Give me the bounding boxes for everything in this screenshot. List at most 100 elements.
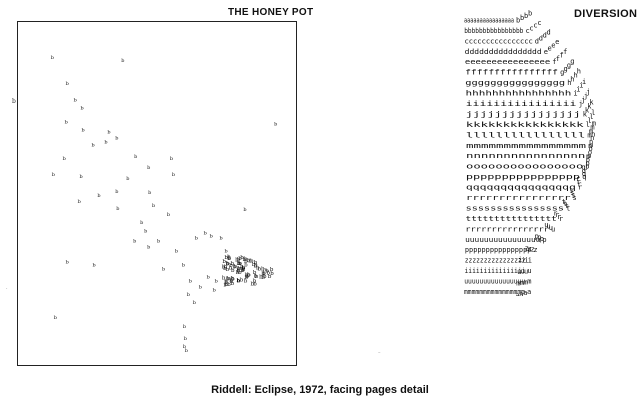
diversion-curl-letter: m xyxy=(590,124,594,132)
bee-glyph: b xyxy=(74,98,77,104)
bee-glyph: b xyxy=(170,156,173,162)
diversion-curl-letter: m xyxy=(516,280,520,288)
bee-glyph: b xyxy=(268,274,272,280)
diversion-curl-letter: r xyxy=(559,215,563,223)
diversion-curl-letter: j xyxy=(579,100,583,108)
diversion-curl-letter: p xyxy=(542,236,546,244)
bee-glyph: b xyxy=(182,262,185,268)
diversion-curl-letter: f xyxy=(552,58,556,66)
bee-glyph: b xyxy=(232,264,236,270)
diversion-curl-letter: j xyxy=(581,96,585,104)
diversion-row: qqqqqqqqqqqqqqqq xyxy=(466,184,576,192)
bee-glyph: b xyxy=(97,193,100,199)
bee-glyph: b xyxy=(240,255,244,261)
bee-glyph: b xyxy=(78,199,81,205)
bee-glyph: b xyxy=(237,261,241,267)
diversion-curl-letter: k xyxy=(583,110,588,118)
bee-glyph: b xyxy=(231,268,235,274)
bee-glyph: b xyxy=(195,236,198,242)
bee-glyph: b xyxy=(267,270,271,276)
bee-glyph: b xyxy=(80,174,83,180)
diversion-curl-letter: f xyxy=(556,55,560,63)
bee-glyph: b xyxy=(238,261,242,267)
bee-glyph: b xyxy=(252,262,256,268)
stray-mark-bottom-left: · xyxy=(6,286,8,292)
diversion-curl-letter: a xyxy=(516,291,520,296)
diversion-curl-letter: u xyxy=(521,268,525,276)
diversion-curl-letter: p xyxy=(586,159,590,167)
bee-glyph: b xyxy=(231,276,235,282)
diversion-row: aaaaaaaaaaaaaaaa xyxy=(464,16,514,24)
diversion-curl-letter: r xyxy=(577,178,581,186)
bee-glyph: b xyxy=(231,281,235,287)
bee-glyph: b xyxy=(66,259,69,265)
bee-glyph: b xyxy=(240,268,244,274)
bee-glyph: b xyxy=(261,267,265,273)
bee-glyph: b xyxy=(215,278,218,284)
diversion-curl-letter: h xyxy=(574,72,578,80)
diversion-curl-letter: t xyxy=(566,204,570,212)
diversion-curl-letter: k xyxy=(589,98,594,106)
diversion-row: rrrrrrrrrrrrrrrr xyxy=(465,225,549,233)
bee-glyph: b xyxy=(240,278,244,284)
bee-glyph: b xyxy=(226,261,230,267)
bee-glyph: b xyxy=(224,264,228,270)
bee-glyph: b xyxy=(259,274,263,280)
diversion-curl-letter: d xyxy=(547,29,551,37)
diversion-curl-letter: h xyxy=(567,79,571,87)
bee-glyph: b xyxy=(227,282,231,288)
bee-glyph: b xyxy=(210,234,213,240)
diversion-row: llllllllllllllll xyxy=(466,131,586,139)
bee-glyph: b xyxy=(233,264,237,270)
diversion-curl-letter: n xyxy=(589,138,593,146)
diversion-row: nnnnnnnnnnnnnnnn xyxy=(466,152,585,160)
diversion-curl-letter: h xyxy=(577,68,581,76)
diversion-curl-letter: h xyxy=(570,75,574,83)
bee-glyph: b xyxy=(263,267,267,273)
diversion-curl-letter: i xyxy=(576,86,580,94)
honey-pot-title: THE HONEY POT xyxy=(228,7,314,18)
diversion-curl-letter: z xyxy=(525,244,529,252)
diversion-curl-letter: r xyxy=(577,181,581,189)
bee-glyph: b xyxy=(238,256,242,262)
diversion-curl-letter: u xyxy=(544,221,548,229)
bee-glyph: b xyxy=(244,262,248,268)
diversion-curl-letter: z xyxy=(533,246,537,254)
diversion-curl-letter: o xyxy=(589,145,593,153)
diversion-curl-letter: p xyxy=(535,233,539,241)
bee-glyph: b xyxy=(263,274,267,280)
bee-glyph: b xyxy=(237,279,241,285)
bee-glyph: b xyxy=(244,279,248,285)
bee-glyph: b xyxy=(223,266,227,272)
bee-glyph: b xyxy=(175,249,178,255)
diversion-row: oooooooooooooooo xyxy=(466,163,583,171)
bee-glyph: b xyxy=(183,344,186,350)
bee-glyph: b xyxy=(237,261,241,267)
bee-glyph: b xyxy=(258,266,262,272)
bee-glyph: b xyxy=(270,271,274,277)
diversion-curl-letter: d xyxy=(539,34,543,42)
diversion-row: tttttttttttttttt xyxy=(466,215,557,223)
diversion-curl-letter: c xyxy=(537,19,541,27)
bee-glyph: b xyxy=(230,279,234,285)
diversion-curl-letter: d xyxy=(535,37,539,45)
bee-glyph: b xyxy=(236,278,240,284)
bee-glyph: b xyxy=(231,276,235,282)
bee-glyph: b xyxy=(126,176,129,182)
bee-glyph: b xyxy=(162,266,165,272)
diversion-curl-letter: p xyxy=(537,234,541,242)
bee-glyph: b xyxy=(54,315,57,321)
diversion-curl-letter: r xyxy=(576,175,580,183)
bee-glyph: b xyxy=(265,268,269,274)
diversion-curl-letter: q xyxy=(582,173,586,181)
diversion-row: uuuuuuuuuuuuuuuu xyxy=(465,236,540,244)
diversion-curl-letter: b xyxy=(524,12,528,20)
bee-glyph: b xyxy=(245,275,249,281)
bee-glyph: b xyxy=(152,203,155,209)
diversion-row: iiiiiiiiiiiiiiii xyxy=(465,267,526,275)
bee-glyph: b xyxy=(241,267,245,273)
bee-glyph: b xyxy=(51,55,54,61)
diversion-row: kkkkkkkkkkkkkkkk xyxy=(466,121,585,129)
bee-glyph: b xyxy=(274,121,277,127)
diversion-row: jjjjjjjjjjjjjjjj xyxy=(466,110,581,118)
